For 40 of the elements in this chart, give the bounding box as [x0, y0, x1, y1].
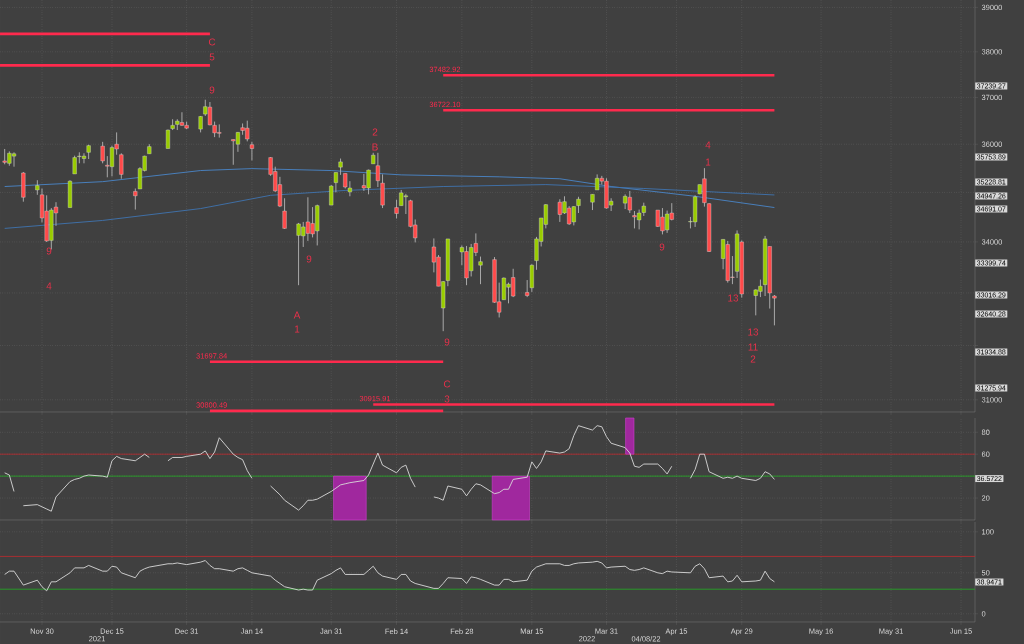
annotation: 2 — [372, 128, 378, 136]
candlestick — [77, 151, 82, 164]
annotation: 4 — [705, 141, 711, 149]
annotation: 11 — [748, 343, 758, 351]
candlestick — [165, 129, 170, 149]
candlestick — [282, 197, 287, 230]
annotation: 3 — [444, 395, 450, 403]
annotation: 2 — [750, 355, 756, 363]
candlestick — [100, 141, 105, 164]
candlestick — [772, 294, 777, 326]
annotation: 4 — [46, 282, 52, 290]
annotation: 13 — [728, 294, 739, 302]
annotation: 13 — [748, 328, 759, 336]
candlestick — [119, 152, 124, 180]
candlestick — [249, 141, 254, 161]
annotation: A — [293, 311, 301, 319]
candlestick — [81, 152, 87, 164]
candlestick — [571, 205, 576, 226]
candlestick — [478, 256, 483, 285]
candlestick — [329, 184, 334, 206]
annotation: 1 — [295, 325, 300, 333]
annotation: 9 — [659, 243, 665, 251]
line-series — [4, 184, 775, 229]
candlestick — [529, 263, 534, 293]
annotation: C — [208, 38, 216, 46]
candlestick — [72, 155, 77, 175]
annotation: 5 — [209, 53, 215, 61]
annotation: C — [443, 380, 451, 388]
annotation: 9 — [209, 86, 215, 94]
candlestick — [627, 190, 632, 214]
annotation: 9 — [444, 338, 450, 346]
candlestick — [623, 193, 628, 210]
annotation: 9 — [46, 247, 52, 255]
annotation: 1 — [706, 158, 711, 166]
candlestick — [11, 151, 17, 168]
candlestick — [394, 199, 399, 219]
line-series — [4, 168, 775, 208]
annotation: B — [372, 143, 378, 151]
annotation: 9 — [306, 255, 312, 263]
candlestick — [109, 145, 115, 177]
